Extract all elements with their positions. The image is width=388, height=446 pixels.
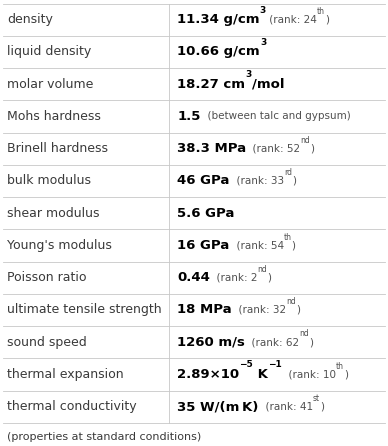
Text: ): ): [344, 369, 348, 380]
Text: 5.6 GPa: 5.6 GPa: [177, 206, 235, 220]
Text: 11.34 g/cm: 11.34 g/cm: [177, 13, 260, 26]
Text: ): ): [292, 176, 296, 186]
Text: th: th: [336, 362, 344, 371]
Text: (rank: 32: (rank: 32: [232, 305, 286, 315]
Text: (properties at standard conditions): (properties at standard conditions): [7, 432, 201, 442]
Text: nd: nd: [301, 136, 310, 145]
Text: ultimate tensile strength: ultimate tensile strength: [7, 303, 162, 316]
Text: (rank: 2: (rank: 2: [210, 273, 258, 283]
Text: Poisson ratio: Poisson ratio: [7, 271, 87, 284]
Text: ): ): [310, 144, 314, 154]
Text: density: density: [7, 13, 53, 26]
Text: liquid density: liquid density: [7, 45, 91, 58]
Text: ): ): [292, 240, 296, 251]
Text: 10.66 g/cm: 10.66 g/cm: [177, 45, 260, 58]
Text: 0.44: 0.44: [177, 271, 210, 284]
Text: (rank: 33: (rank: 33: [230, 176, 284, 186]
Text: bulk modulus: bulk modulus: [7, 174, 91, 187]
Text: ): ): [320, 402, 324, 412]
Text: 18.27 cm: 18.27 cm: [177, 78, 245, 91]
Text: 3: 3: [260, 38, 266, 47]
Text: sound speed: sound speed: [7, 336, 87, 349]
Text: K: K: [253, 368, 268, 381]
Text: −1: −1: [268, 360, 282, 369]
Text: (rank: 54: (rank: 54: [230, 240, 284, 251]
Text: nd: nd: [286, 297, 296, 306]
Text: (rank: 62: (rank: 62: [245, 337, 299, 347]
Text: (rank: 41: (rank: 41: [259, 402, 313, 412]
Text: 3: 3: [245, 70, 251, 79]
Text: Young's modulus: Young's modulus: [7, 239, 112, 252]
Text: 1260 m/s: 1260 m/s: [177, 336, 245, 349]
Text: 18 MPa: 18 MPa: [177, 303, 232, 316]
Text: rd: rd: [284, 168, 292, 177]
Text: th: th: [317, 7, 325, 16]
Text: (rank: 52: (rank: 52: [246, 144, 301, 154]
Text: ): ): [325, 15, 329, 25]
Text: shear modulus: shear modulus: [7, 206, 99, 220]
Text: ): ): [309, 337, 313, 347]
Text: /mol: /mol: [251, 78, 284, 91]
Text: molar volume: molar volume: [7, 78, 94, 91]
Text: −5: −5: [239, 360, 253, 369]
Text: ): ): [267, 273, 272, 283]
Text: 1.5: 1.5: [177, 110, 201, 123]
Text: 2.89×10: 2.89×10: [177, 368, 239, 381]
Text: 35 W/(m K): 35 W/(m K): [177, 400, 259, 413]
Text: (between talc and gypsum): (between talc and gypsum): [201, 112, 350, 121]
Text: st: st: [313, 394, 320, 403]
Text: thermal expansion: thermal expansion: [7, 368, 124, 381]
Text: nd: nd: [299, 330, 309, 339]
Text: 16 GPa: 16 GPa: [177, 239, 230, 252]
Text: 3: 3: [260, 5, 266, 15]
Text: ): ): [296, 305, 300, 315]
Text: Mohs hardness: Mohs hardness: [7, 110, 101, 123]
Text: nd: nd: [258, 265, 267, 274]
Text: Brinell hardness: Brinell hardness: [7, 142, 108, 155]
Text: 38.3 MPa: 38.3 MPa: [177, 142, 246, 155]
Text: (rank: 24: (rank: 24: [266, 15, 317, 25]
Text: 46 GPa: 46 GPa: [177, 174, 230, 187]
Text: (rank: 10: (rank: 10: [282, 369, 336, 380]
Text: thermal conductivity: thermal conductivity: [7, 400, 137, 413]
Text: th: th: [284, 233, 292, 242]
